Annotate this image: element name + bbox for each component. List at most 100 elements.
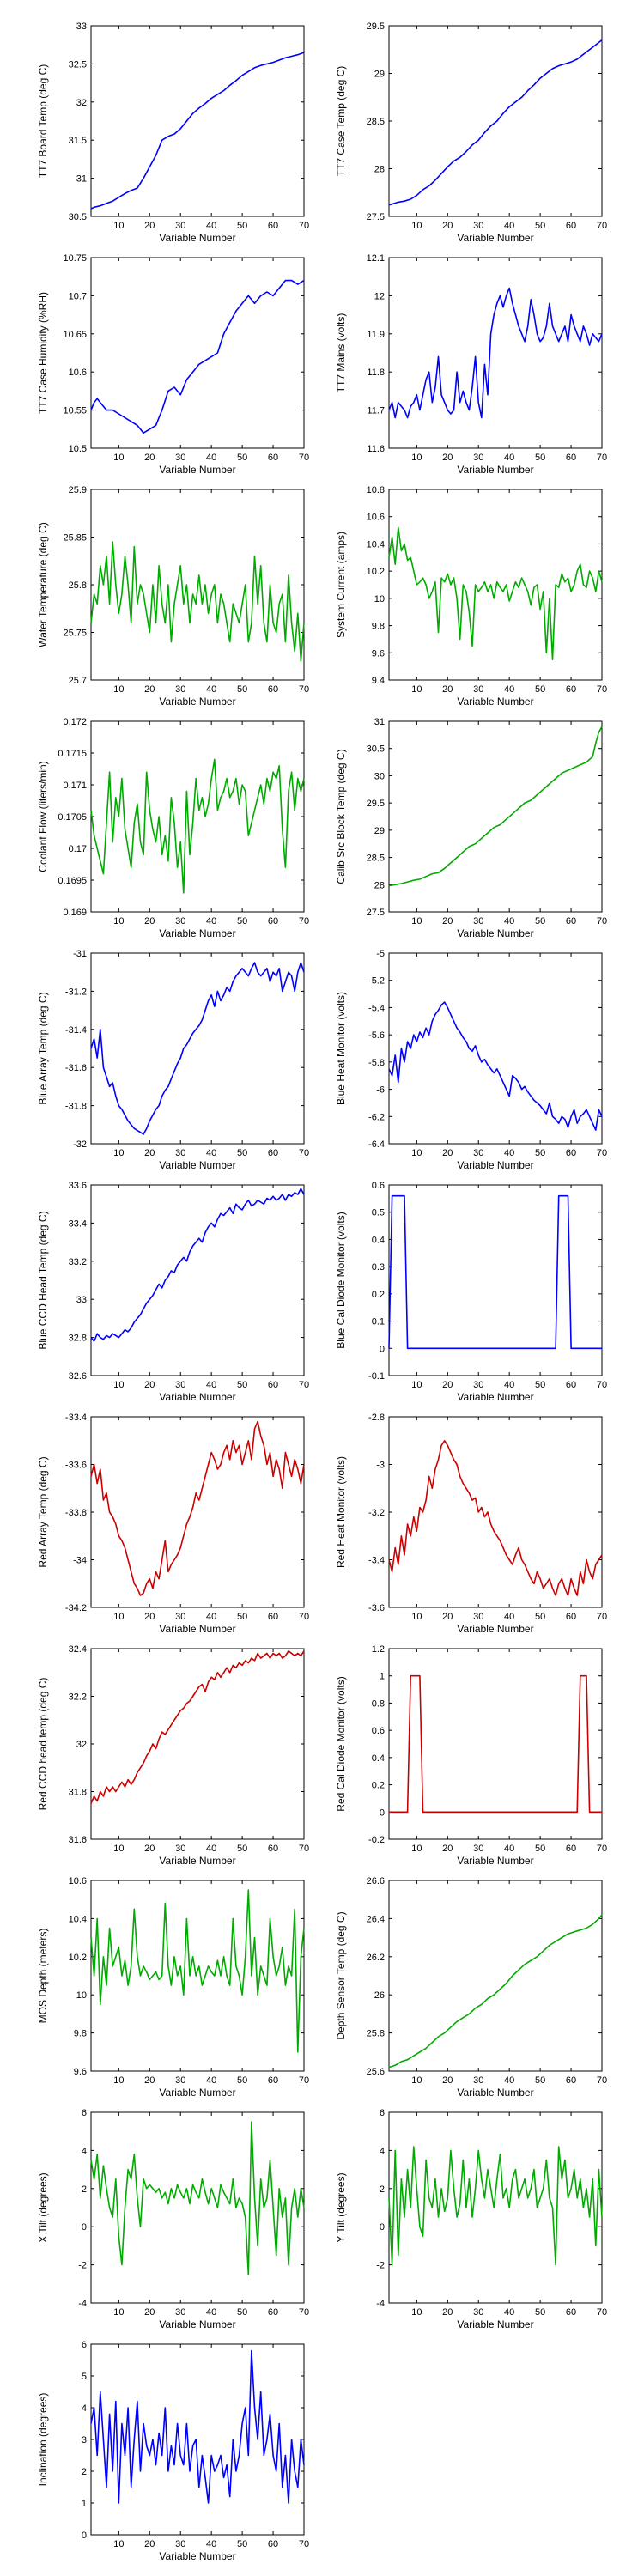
x-tick-label: 70	[597, 453, 607, 463]
y-tick-label: 5	[82, 2372, 87, 2382]
chart-4: 10 20 30 40 50 60 70 11.6 11.7 11.8 11.9 12 12.1 Vari…	[335, 253, 607, 476]
chart-15: 10 20 30 40 50 60 70 31.6 31.8 32 32.2 32.4 Variable…	[37, 1644, 309, 1867]
x-tick-label: 70	[597, 916, 607, 927]
series-line	[388, 287, 603, 419]
y-tick-label: -2	[78, 2261, 87, 2271]
y-tick-label: 32.2	[69, 1692, 87, 1703]
plot-frame	[90, 2111, 305, 2304]
series-line	[388, 2146, 603, 2266]
chart-6: 10 20 30 40 50 60 70 9.4 9.6 9.8 10 10.2 10.4 10.6 10.…	[335, 485, 607, 708]
x-tick-label: 70	[299, 1844, 309, 1854]
plot-frame	[90, 1880, 305, 2072]
x-tick-label: 10	[113, 2075, 124, 2086]
series-line	[388, 39, 603, 206]
series-line	[90, 541, 305, 662]
x-tick-label: 70	[299, 2539, 309, 2549]
x-tick-label: 10	[411, 453, 422, 463]
x-tick-label: 30	[473, 1148, 483, 1158]
y-tick-label: -0.2	[368, 1835, 385, 1845]
y-tick-label: 32	[76, 98, 87, 108]
x-tick-label: 10	[113, 684, 124, 695]
x-tick-label: 40	[504, 684, 514, 695]
y-tick-label: 25.6	[367, 2067, 385, 2077]
y-tick-label: 10	[76, 1990, 87, 2001]
y-tick-label: 10.7	[69, 291, 87, 301]
y-tick-label: 4	[82, 2146, 87, 2156]
chart-3: 10 20 30 40 50 60 70 10.5 10.55 10.6 10.65 10.7 10.7…	[37, 253, 309, 476]
series-line	[90, 2121, 305, 2275]
y-tick-label: -31	[73, 949, 87, 959]
y-tick-label: 26	[374, 1990, 385, 2001]
y-tick-label: 27.5	[367, 212, 385, 222]
x-tick-label: 60	[566, 1844, 576, 1854]
y-tick-label: -3.2	[368, 1508, 385, 1518]
y-tick-label: 33.2	[69, 1257, 87, 1267]
y-tick-label: 0	[380, 2222, 385, 2233]
y-axis-label: Red Array Temp (deg C)	[37, 1456, 49, 1567]
x-tick-label: 60	[268, 2539, 278, 2549]
y-tick-label: -3.4	[368, 1556, 385, 1566]
y-tick-label: 10.8	[367, 485, 385, 495]
y-tick-label: 0.2	[372, 1290, 385, 1300]
y-tick-label: -6	[376, 1085, 385, 1096]
y-tick-label: 1	[82, 2499, 87, 2509]
y-tick-label: 0.5	[372, 1208, 385, 1218]
y-tick-label: 0.6	[372, 1726, 385, 1736]
y-tick-label: 25.75	[63, 629, 87, 639]
plot-frame	[388, 257, 603, 449]
x-tick-label: 70	[597, 2307, 607, 2318]
chart-17: 10 20 30 40 50 60 70 9.6 9.8 10 10.2 10.4 10.6 Variab…	[37, 1876, 309, 2099]
chart-11: 10 20 30 40 50 60 70 32.6 32.8 33 33.2 33.4 33.6 Vari…	[37, 1181, 309, 1403]
x-tick-label: 10	[113, 1612, 124, 1622]
y-tick-label: 0.169	[63, 908, 87, 918]
series-line	[90, 279, 305, 434]
x-tick-label: 20	[442, 453, 453, 463]
x-tick-label: 40	[206, 2307, 216, 2318]
x-axis-label: Variable Number	[159, 2318, 235, 2330]
x-tick-label: 70	[299, 684, 309, 695]
series-line	[388, 1440, 603, 1596]
y-tick-label: 0.6	[372, 1181, 385, 1191]
x-tick-label: 40	[206, 916, 216, 927]
y-tick-label: 12	[374, 291, 385, 301]
y-axis-label: Blue Array Temp (deg C)	[37, 992, 49, 1104]
x-tick-label: 10	[411, 684, 422, 695]
x-tick-label: 30	[473, 684, 483, 695]
x-tick-label: 40	[206, 684, 216, 695]
x-tick-label: 20	[442, 1380, 453, 1390]
chart-1: 10 20 30 40 50 60 70 30.5 31 31.5 32 32.5 33 Variable…	[37, 21, 309, 244]
plot-frame	[388, 952, 603, 1145]
y-tick-label: 0.4	[372, 1235, 385, 1245]
y-tick-label: -34	[73, 1556, 87, 1566]
x-tick-label: 20	[442, 916, 453, 927]
chart-21: 10 20 30 40 50 60 70 0 1 2 3 4 5 6 Variable Number Incl…	[37, 2340, 309, 2562]
y-tick-label: 0.171	[63, 781, 87, 791]
y-tick-label: -5.2	[368, 976, 385, 987]
y-axis-label: TT7 Case Humidity (%RH)	[37, 292, 49, 414]
x-tick-label: 20	[144, 1844, 155, 1854]
series-line	[388, 1194, 602, 1350]
x-tick-label: 70	[597, 1612, 607, 1622]
x-axis-label: Variable Number	[159, 232, 235, 244]
x-tick-label: 30	[175, 2075, 185, 2086]
x-tick-label: 10	[113, 916, 124, 927]
plot-frame	[90, 952, 305, 1145]
x-tick-label: 30	[473, 1612, 483, 1622]
x-tick-label: 10	[411, 1148, 422, 1158]
y-tick-label: 33	[76, 21, 87, 32]
y-tick-label: 0.4	[372, 1753, 385, 1764]
y-tick-label: 0.3	[372, 1262, 385, 1273]
y-tick-label: -34.2	[65, 1603, 87, 1613]
y-tick-label: 33.6	[69, 1181, 87, 1191]
y-tick-label: 31.6	[69, 1835, 87, 1845]
chart-16: 10 20 30 40 50 60 70 -0.2 0 0.2 0.4 0.6 0.8 1 1.2 Varia…	[335, 1644, 607, 1867]
x-tick-label: 70	[299, 453, 309, 463]
y-tick-label: 31.5	[69, 136, 87, 146]
y-tick-label: 26.6	[367, 1876, 385, 1886]
x-tick-label: 40	[504, 916, 514, 927]
x-axis-label: Variable Number	[159, 927, 235, 939]
x-tick-label: 60	[268, 916, 278, 927]
y-tick-label: 11.6	[367, 444, 385, 454]
x-tick-label: 70	[597, 221, 607, 231]
y-tick-label: 11.7	[367, 406, 385, 416]
